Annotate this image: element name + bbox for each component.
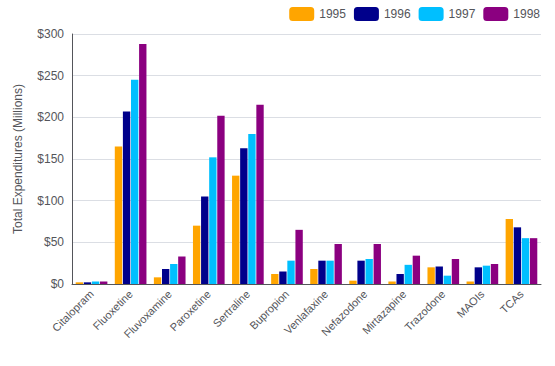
svg-text:$50: $50 (44, 235, 64, 249)
svg-text:Venlafaxine: Venlafaxine (281, 287, 331, 337)
svg-text:$150: $150 (37, 152, 64, 166)
svg-text:$300: $300 (37, 27, 64, 41)
svg-text:TCAs: TCAs (498, 287, 526, 315)
svg-text:$100: $100 (37, 194, 64, 208)
svg-text:Paroxetine: Paroxetine (167, 288, 213, 334)
svg-text:$250: $250 (37, 69, 64, 83)
svg-text:Fluoxetine: Fluoxetine (90, 287, 135, 333)
svg-text:Nefazodone: Nefazodone (319, 287, 370, 339)
svg-text:Fluvoxamine: Fluvoxamine (121, 288, 174, 341)
svg-text:$200: $200 (37, 110, 64, 124)
svg-text:MAOIs: MAOIs (454, 287, 487, 320)
svg-text:1998: 1998 (513, 7, 540, 21)
svg-text:Total Expenditures (Millions): Total Expenditures (Millions) (11, 84, 25, 234)
svg-text:Mirtazapine: Mirtazapine (360, 288, 409, 337)
svg-text:Sertraline: Sertraline (210, 288, 252, 330)
svg-text:1997: 1997 (449, 7, 476, 21)
svg-text:Bupropion: Bupropion (247, 287, 292, 332)
svg-text:Trazodone: Trazodone (402, 288, 447, 333)
svg-text:Citalopram: Citalopram (50, 288, 96, 334)
svg-text:$0: $0 (51, 277, 65, 291)
svg-text:1996: 1996 (384, 7, 411, 21)
svg-text:1995: 1995 (319, 7, 346, 21)
